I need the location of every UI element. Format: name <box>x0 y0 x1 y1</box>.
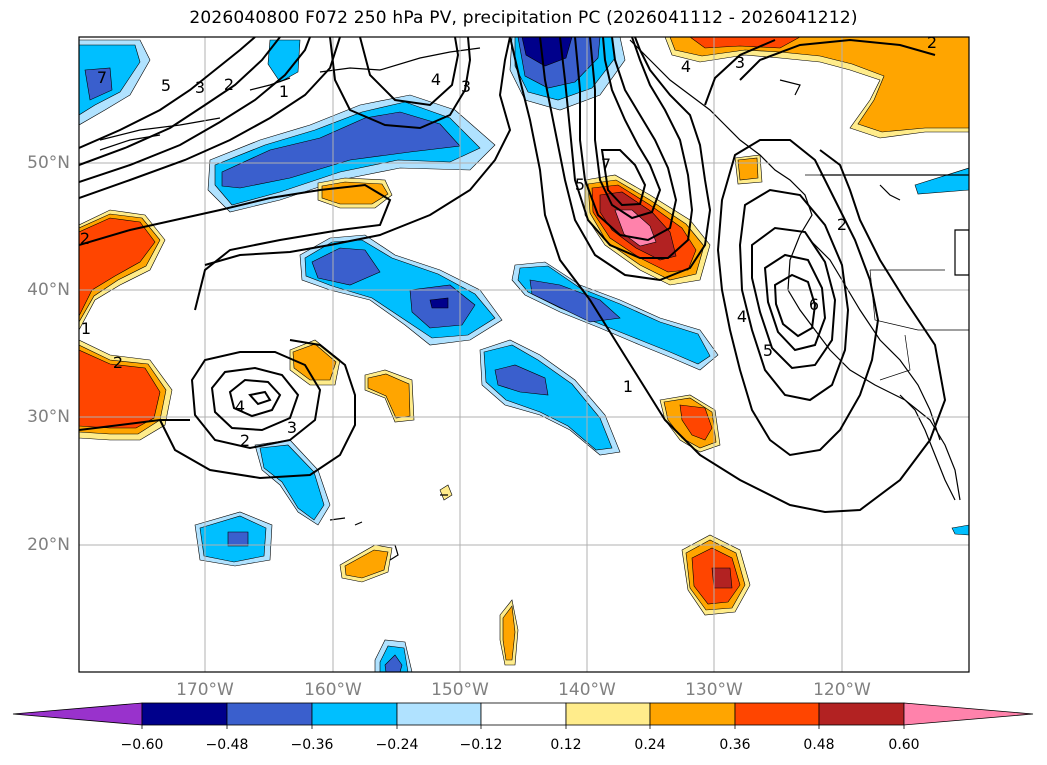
map-frame <box>78 36 970 673</box>
contour-label: 5 <box>575 175 585 194</box>
contour-label: 4 <box>681 57 691 76</box>
contour-label: 1 <box>623 377 633 396</box>
contour-label: 3 <box>287 418 297 437</box>
lat-label-50n: 50°N <box>27 153 70 173</box>
colorbar-extend-low <box>12 702 143 726</box>
lon-label-160w: 160°W <box>304 680 362 700</box>
pv-contours <box>79 37 947 514</box>
colorbar-tick-label: −0.60 <box>120 737 164 753</box>
lat-label-30n: 30°N <box>27 407 70 427</box>
lat-label-20n: 20°N <box>27 535 70 555</box>
lat-label-40n: 40°N <box>27 280 70 300</box>
colorbar-tick-label: 0.24 <box>634 737 666 753</box>
contour-label: 3 <box>461 77 471 96</box>
contour-labels: 7 5 3 2 1 4 3 2 2 4 5 6 7 5 1 4 3 2 4 3 … <box>80 33 937 450</box>
contour-label: 2 <box>224 75 234 94</box>
contour-label: 5 <box>161 76 171 95</box>
contour-label: 3 <box>735 53 745 72</box>
colorbar-tick-label: −0.24 <box>375 737 419 753</box>
colorbar-tick-label: 0.48 <box>803 737 835 753</box>
coastlines <box>99 39 969 561</box>
lon-label-130w: 130°W <box>685 680 743 700</box>
contour-label: 2 <box>113 353 123 372</box>
colorbar-tick-label: −0.12 <box>459 737 503 753</box>
contour-label: 3 <box>195 78 205 97</box>
contour-label: 6 <box>809 295 819 314</box>
contour-label: 1 <box>81 319 91 338</box>
contour-label: 4 <box>737 307 747 326</box>
lon-label-120w: 120°W <box>813 680 871 700</box>
lon-label-140w: 140°W <box>558 680 616 700</box>
contour-label: 4 <box>431 70 441 89</box>
lon-label-170w: 170°W <box>176 680 234 700</box>
contour-label: 7 <box>601 155 611 174</box>
colorbar-extend-high <box>903 702 1034 726</box>
contour-label: 2 <box>240 431 250 450</box>
lon-label-150w: 150°W <box>431 680 489 700</box>
contour-label: 7 <box>97 68 107 87</box>
map-title: 2026040800 F072 250 hPa PV, precipitatio… <box>189 8 858 28</box>
colorbar-tick-label: −0.36 <box>290 737 334 753</box>
colorbar-tick-label: 0.36 <box>719 737 751 753</box>
colorbar-tick-label: −0.48 <box>205 737 249 753</box>
colorbar-tick-label: 0.12 <box>550 737 582 753</box>
contour-label: 2 <box>837 215 847 234</box>
contour-label: 4 <box>235 397 245 416</box>
contour-label: 2 <box>80 229 90 248</box>
gridlines <box>79 37 969 672</box>
colorbar-tick-label: 0.60 <box>888 737 920 753</box>
contour-label: 1 <box>279 82 289 101</box>
colorbar <box>12 702 1034 729</box>
contour-label: 2 <box>927 33 937 52</box>
contour-label: 5 <box>763 341 773 360</box>
